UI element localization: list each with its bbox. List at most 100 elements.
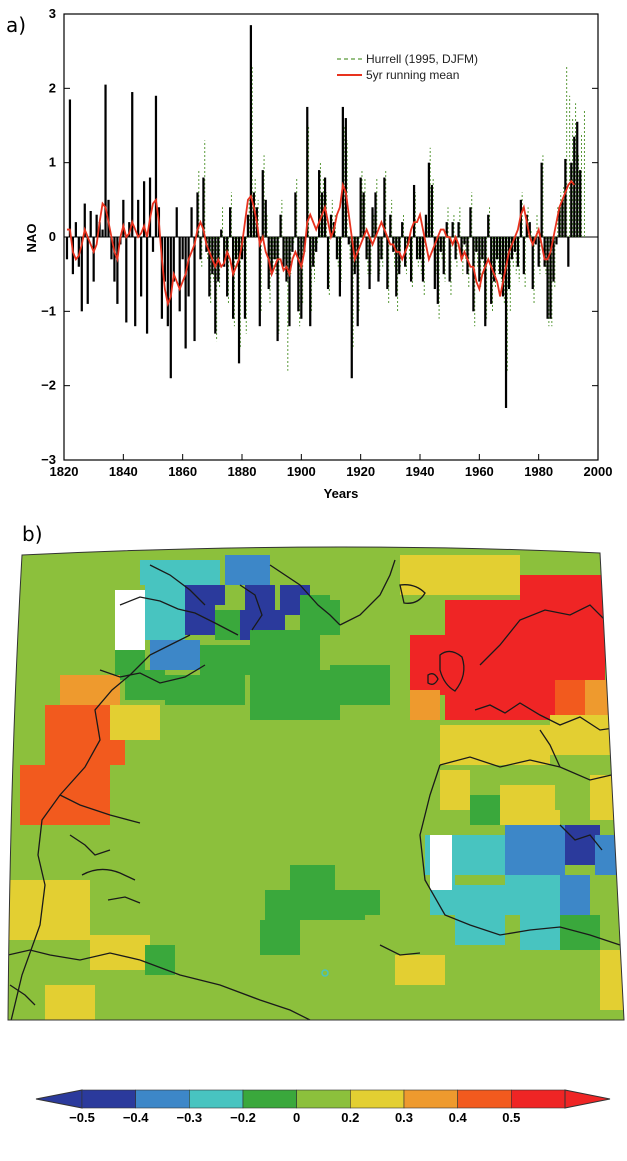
nao-bar	[567, 237, 570, 267]
map-cell	[470, 795, 500, 825]
nao-bar	[231, 237, 235, 319]
nao-bar	[282, 237, 285, 267]
y-tick-label: 0	[49, 229, 56, 244]
nao-bar	[389, 214, 392, 237]
nao-bar	[306, 106, 309, 238]
nao-bar	[145, 237, 149, 334]
nao-bar	[401, 222, 404, 237]
nao-bar	[398, 237, 401, 275]
nao-bar	[261, 170, 264, 237]
nao-bar	[472, 237, 475, 312]
nao-bar	[270, 237, 273, 275]
nao-bar	[329, 214, 333, 237]
nao-bar	[436, 237, 439, 304]
map-cell	[455, 885, 505, 945]
nao-bar	[181, 237, 184, 260]
nao-bar	[356, 237, 359, 327]
nao-bar	[501, 237, 505, 297]
map-cell	[410, 690, 440, 725]
nao-bar	[229, 207, 232, 237]
map-cell	[430, 835, 452, 890]
map-cell	[145, 610, 185, 640]
nao-bar	[95, 214, 98, 237]
colorbar: −0.5 −0.4 −0.3 −0.2 0 0.2 0.3 0.4 0.5	[35, 1089, 611, 1125]
x-tick-label: 1940	[406, 464, 435, 479]
y-tick-label: −2	[41, 378, 56, 393]
nao-bar	[134, 237, 137, 327]
nao-bar	[445, 222, 448, 237]
map-cell	[225, 555, 270, 585]
nao-bar	[297, 237, 300, 312]
y-axis-label: NAO	[24, 224, 39, 253]
map-cell	[585, 680, 624, 720]
nao-bar	[507, 237, 511, 290]
x-tick-label: 1860	[168, 464, 197, 479]
y-tick-label: 2	[49, 80, 56, 95]
map-cell	[250, 670, 340, 720]
nao-bar	[427, 162, 431, 237]
colorbar-label: 0.5	[502, 1110, 520, 1125]
map-cell	[140, 560, 220, 585]
y-tick-label: −3	[41, 452, 56, 467]
nao-bar	[439, 237, 442, 252]
nao-bar	[214, 237, 217, 334]
nao-bar	[573, 136, 576, 237]
coastlines	[8, 559, 621, 1020]
nao-bar	[83, 203, 86, 237]
nao-bar	[415, 237, 419, 260]
nao-bar	[264, 199, 267, 237]
nao-bar	[172, 237, 175, 282]
nao-bar	[169, 237, 172, 379]
nao-bar	[116, 237, 119, 304]
map-cell	[330, 560, 380, 600]
nao-bar	[89, 210, 92, 237]
map-cell	[330, 665, 390, 705]
nao-bar	[451, 222, 454, 237]
nao-bar	[484, 237, 487, 327]
nao-bar	[371, 207, 374, 237]
nao-bar	[341, 106, 344, 238]
map-cell	[145, 945, 175, 975]
nao-bar	[208, 237, 211, 297]
map-cell	[340, 890, 380, 915]
colorbar-labels: −0.5 −0.4 −0.3 −0.2 0 0.2 0.3 0.4 0.5	[69, 1110, 520, 1125]
y-tick-label: 3	[49, 6, 56, 21]
map-cell	[445, 600, 605, 680]
nao-bar	[442, 237, 445, 275]
map-cell	[145, 585, 185, 610]
y-tick-label: −1	[41, 303, 56, 318]
nao-bar	[481, 237, 484, 260]
map-cell	[505, 825, 565, 875]
map-cell	[260, 920, 300, 955]
nao-bar	[178, 237, 181, 312]
nao-bar	[65, 237, 69, 260]
panel-b-letter: b)	[22, 522, 43, 546]
nao-bar	[166, 237, 169, 327]
map-cell	[185, 585, 225, 605]
colorbar-label: 0.4	[449, 1110, 468, 1125]
map-cell	[590, 775, 624, 820]
nao-bar	[285, 237, 288, 282]
map-cell	[595, 835, 624, 875]
y-axis-ticks: −3 −2 −1 0 1 2 3	[41, 6, 598, 467]
nao-bar	[570, 162, 573, 237]
nao-bar	[395, 237, 398, 297]
map-cell	[115, 590, 145, 650]
nao-bar	[454, 237, 457, 260]
map-cell	[520, 915, 560, 950]
map-cell	[60, 675, 120, 705]
colorbar-box	[403, 1089, 458, 1109]
nao-bar	[365, 237, 368, 260]
nao-bar	[522, 237, 525, 275]
nao-bar	[122, 199, 125, 237]
map-cell	[300, 595, 340, 635]
colorbar-box	[189, 1089, 244, 1109]
colorbar-box	[135, 1089, 190, 1109]
colorbar-box	[242, 1089, 297, 1109]
nao-bar	[552, 237, 555, 282]
colorbar-label: 0	[293, 1110, 300, 1125]
legend-hurrell-label: Hurrell (1995, DJFM)	[366, 52, 478, 66]
nao-bar	[564, 158, 567, 237]
map-cell	[410, 635, 450, 695]
nao-bar	[312, 237, 315, 267]
